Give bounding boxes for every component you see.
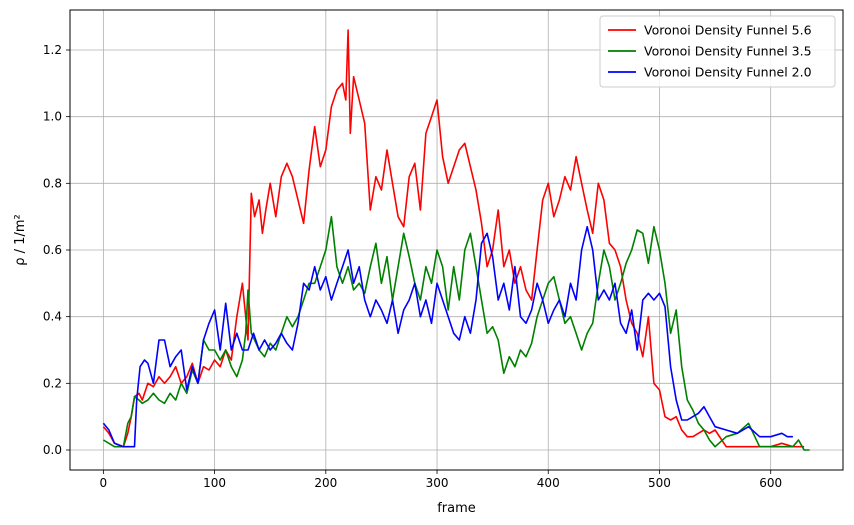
series-line-3 [102, 225, 793, 448]
series-lines [102, 29, 810, 451]
y-tick-label: 0.0 [43, 443, 62, 457]
x-axis-ticks: 0 100 200 300 400 500 600 [100, 470, 782, 490]
plot-frame [69, 9, 844, 471]
x-axis-label: frame [437, 501, 476, 516]
y-tick-label: 0.8 [43, 176, 62, 190]
x-tick-label: 0 [100, 476, 108, 490]
legend-label: Voronoi Density Funnel 2.0 [644, 65, 812, 80]
x-tick-label: 600 [759, 476, 782, 490]
x-tick-label: 100 [203, 476, 226, 490]
y-tick-label: 1.2 [43, 43, 62, 57]
legend-label: Voronoi Density Funnel 3.5 [644, 44, 812, 59]
y-tick-label: 0.2 [43, 376, 62, 390]
legend-box [599, 15, 836, 88]
y-axis-ticks: 0.0 0.2 0.4 0.6 0.8 1.0 1.2 [43, 43, 70, 457]
x-tick-label: 500 [648, 476, 671, 490]
y-axis-label: ρ / 1/m² [13, 214, 28, 265]
x-tick-label: 400 [537, 476, 560, 490]
x-tick-label: 300 [426, 476, 449, 490]
legend: Voronoi Density Funnel 5.6 Voronoi Densit… [599, 15, 836, 88]
y-tick-label: 0.4 [43, 310, 62, 324]
series-line-2 [102, 215, 810, 451]
legend-label: Voronoi Density Funnel 5.6 [644, 23, 812, 38]
x-tick-label: 200 [314, 476, 337, 490]
series-line-1 [102, 29, 805, 448]
y-tick-label: 1.0 [43, 110, 62, 124]
y-tick-label: 0.6 [43, 243, 62, 257]
